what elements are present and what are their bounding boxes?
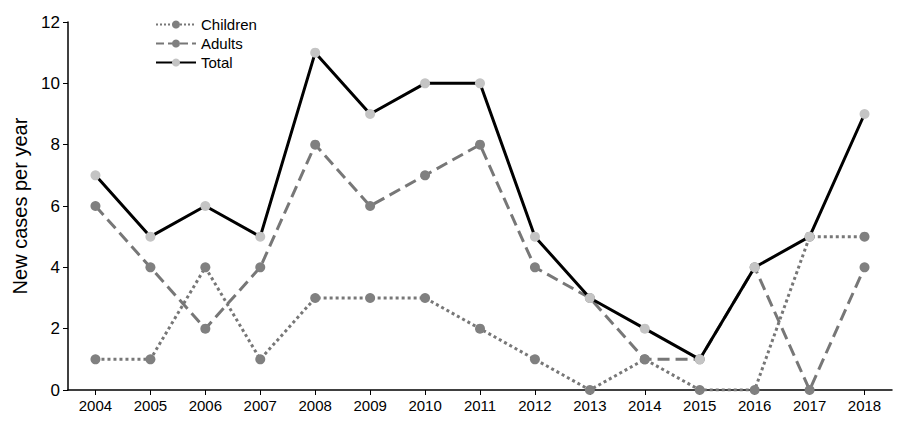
svg-text:2014: 2014 [628,397,661,414]
svg-text:Children: Children [201,16,257,33]
svg-text:12: 12 [41,13,60,32]
svg-text:2: 2 [51,319,60,338]
svg-text:2018: 2018 [848,397,881,414]
svg-text:6: 6 [51,197,60,216]
svg-text:2006: 2006 [189,397,222,414]
svg-text:New cases per year: New cases per year [9,117,31,294]
svg-text:2009: 2009 [353,397,386,414]
svg-text:2008: 2008 [299,397,332,414]
svg-text:2017: 2017 [793,397,826,414]
svg-text:2013: 2013 [573,397,606,414]
svg-text:2004: 2004 [79,397,112,414]
svg-text:Adults: Adults [201,35,243,52]
svg-text:2007: 2007 [244,397,277,414]
svg-text:2010: 2010 [408,397,441,414]
svg-text:2005: 2005 [134,397,167,414]
svg-text:2015: 2015 [683,397,716,414]
svg-text:2012: 2012 [518,397,551,414]
svg-text:8: 8 [51,135,60,154]
svg-text:0: 0 [51,381,60,400]
svg-text:4: 4 [51,258,60,277]
svg-text:Total: Total [201,54,233,71]
svg-text:2011: 2011 [464,397,496,414]
svg-text:10: 10 [41,74,60,93]
svg-text:2016: 2016 [738,397,771,414]
